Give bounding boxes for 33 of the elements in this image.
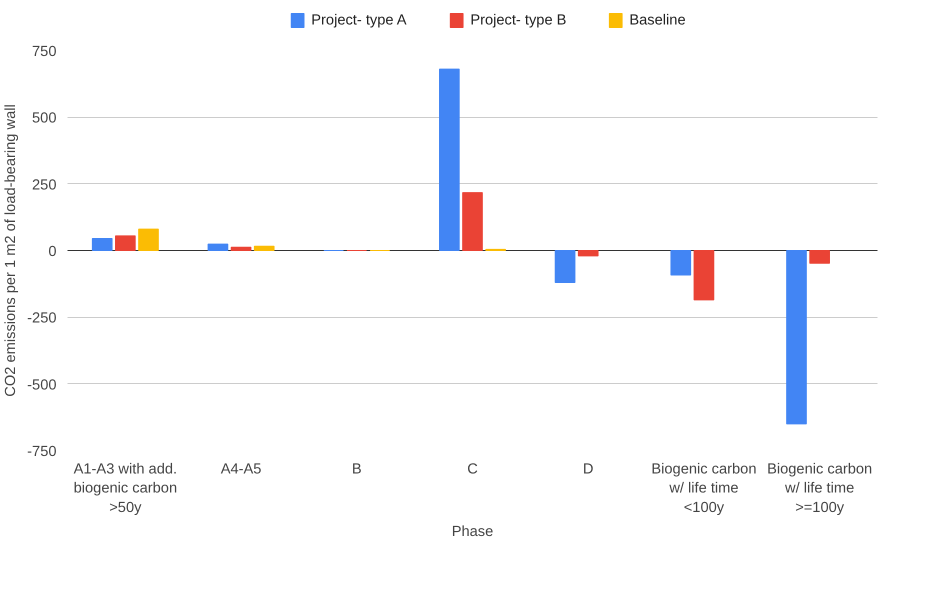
legend-label: Project- type B bbox=[470, 12, 566, 28]
y-tick-label: -750 bbox=[27, 444, 57, 460]
bar bbox=[786, 250, 807, 424]
bar bbox=[254, 246, 275, 251]
bar bbox=[809, 250, 830, 264]
x-tick-label: Biogenic carbon w/ life time <100y bbox=[651, 462, 756, 516]
y-tick-label: 500 bbox=[32, 110, 57, 127]
bar bbox=[578, 250, 599, 256]
bar bbox=[670, 250, 692, 276]
x-tick-label: D bbox=[582, 462, 594, 478]
bar bbox=[462, 192, 483, 251]
y-axis-title: CO2 emissions per 1 m2 of load-bearing wall bbox=[3, 104, 20, 397]
bar bbox=[694, 250, 714, 300]
y-tick-label: 0 bbox=[48, 244, 57, 260]
bar bbox=[92, 238, 113, 251]
x-tick-label: Biogenic carbon w/ life time >=100y bbox=[767, 462, 872, 516]
legend-label: Project- type A bbox=[311, 12, 407, 28]
y-tick-label: -250 bbox=[27, 310, 57, 327]
x-tick-label: C bbox=[467, 462, 478, 478]
legend-label: Baseline bbox=[629, 12, 686, 28]
bar bbox=[230, 246, 252, 251]
y-tick-label: 250 bbox=[32, 177, 57, 194]
bar bbox=[208, 244, 228, 251]
y-tick-label: 750 bbox=[32, 44, 57, 60]
bar bbox=[554, 250, 576, 283]
bar bbox=[115, 235, 136, 251]
x-tick-label: B bbox=[352, 462, 362, 478]
y-tick-label: -500 bbox=[27, 377, 57, 394]
bar bbox=[138, 228, 159, 251]
x-axis-title: Phase bbox=[452, 524, 494, 540]
bar bbox=[439, 68, 460, 251]
x-tick-label: A1-A3 with add. biogenic carbon >50y bbox=[74, 462, 178, 516]
x-tick-label: A4-A5 bbox=[220, 462, 262, 478]
